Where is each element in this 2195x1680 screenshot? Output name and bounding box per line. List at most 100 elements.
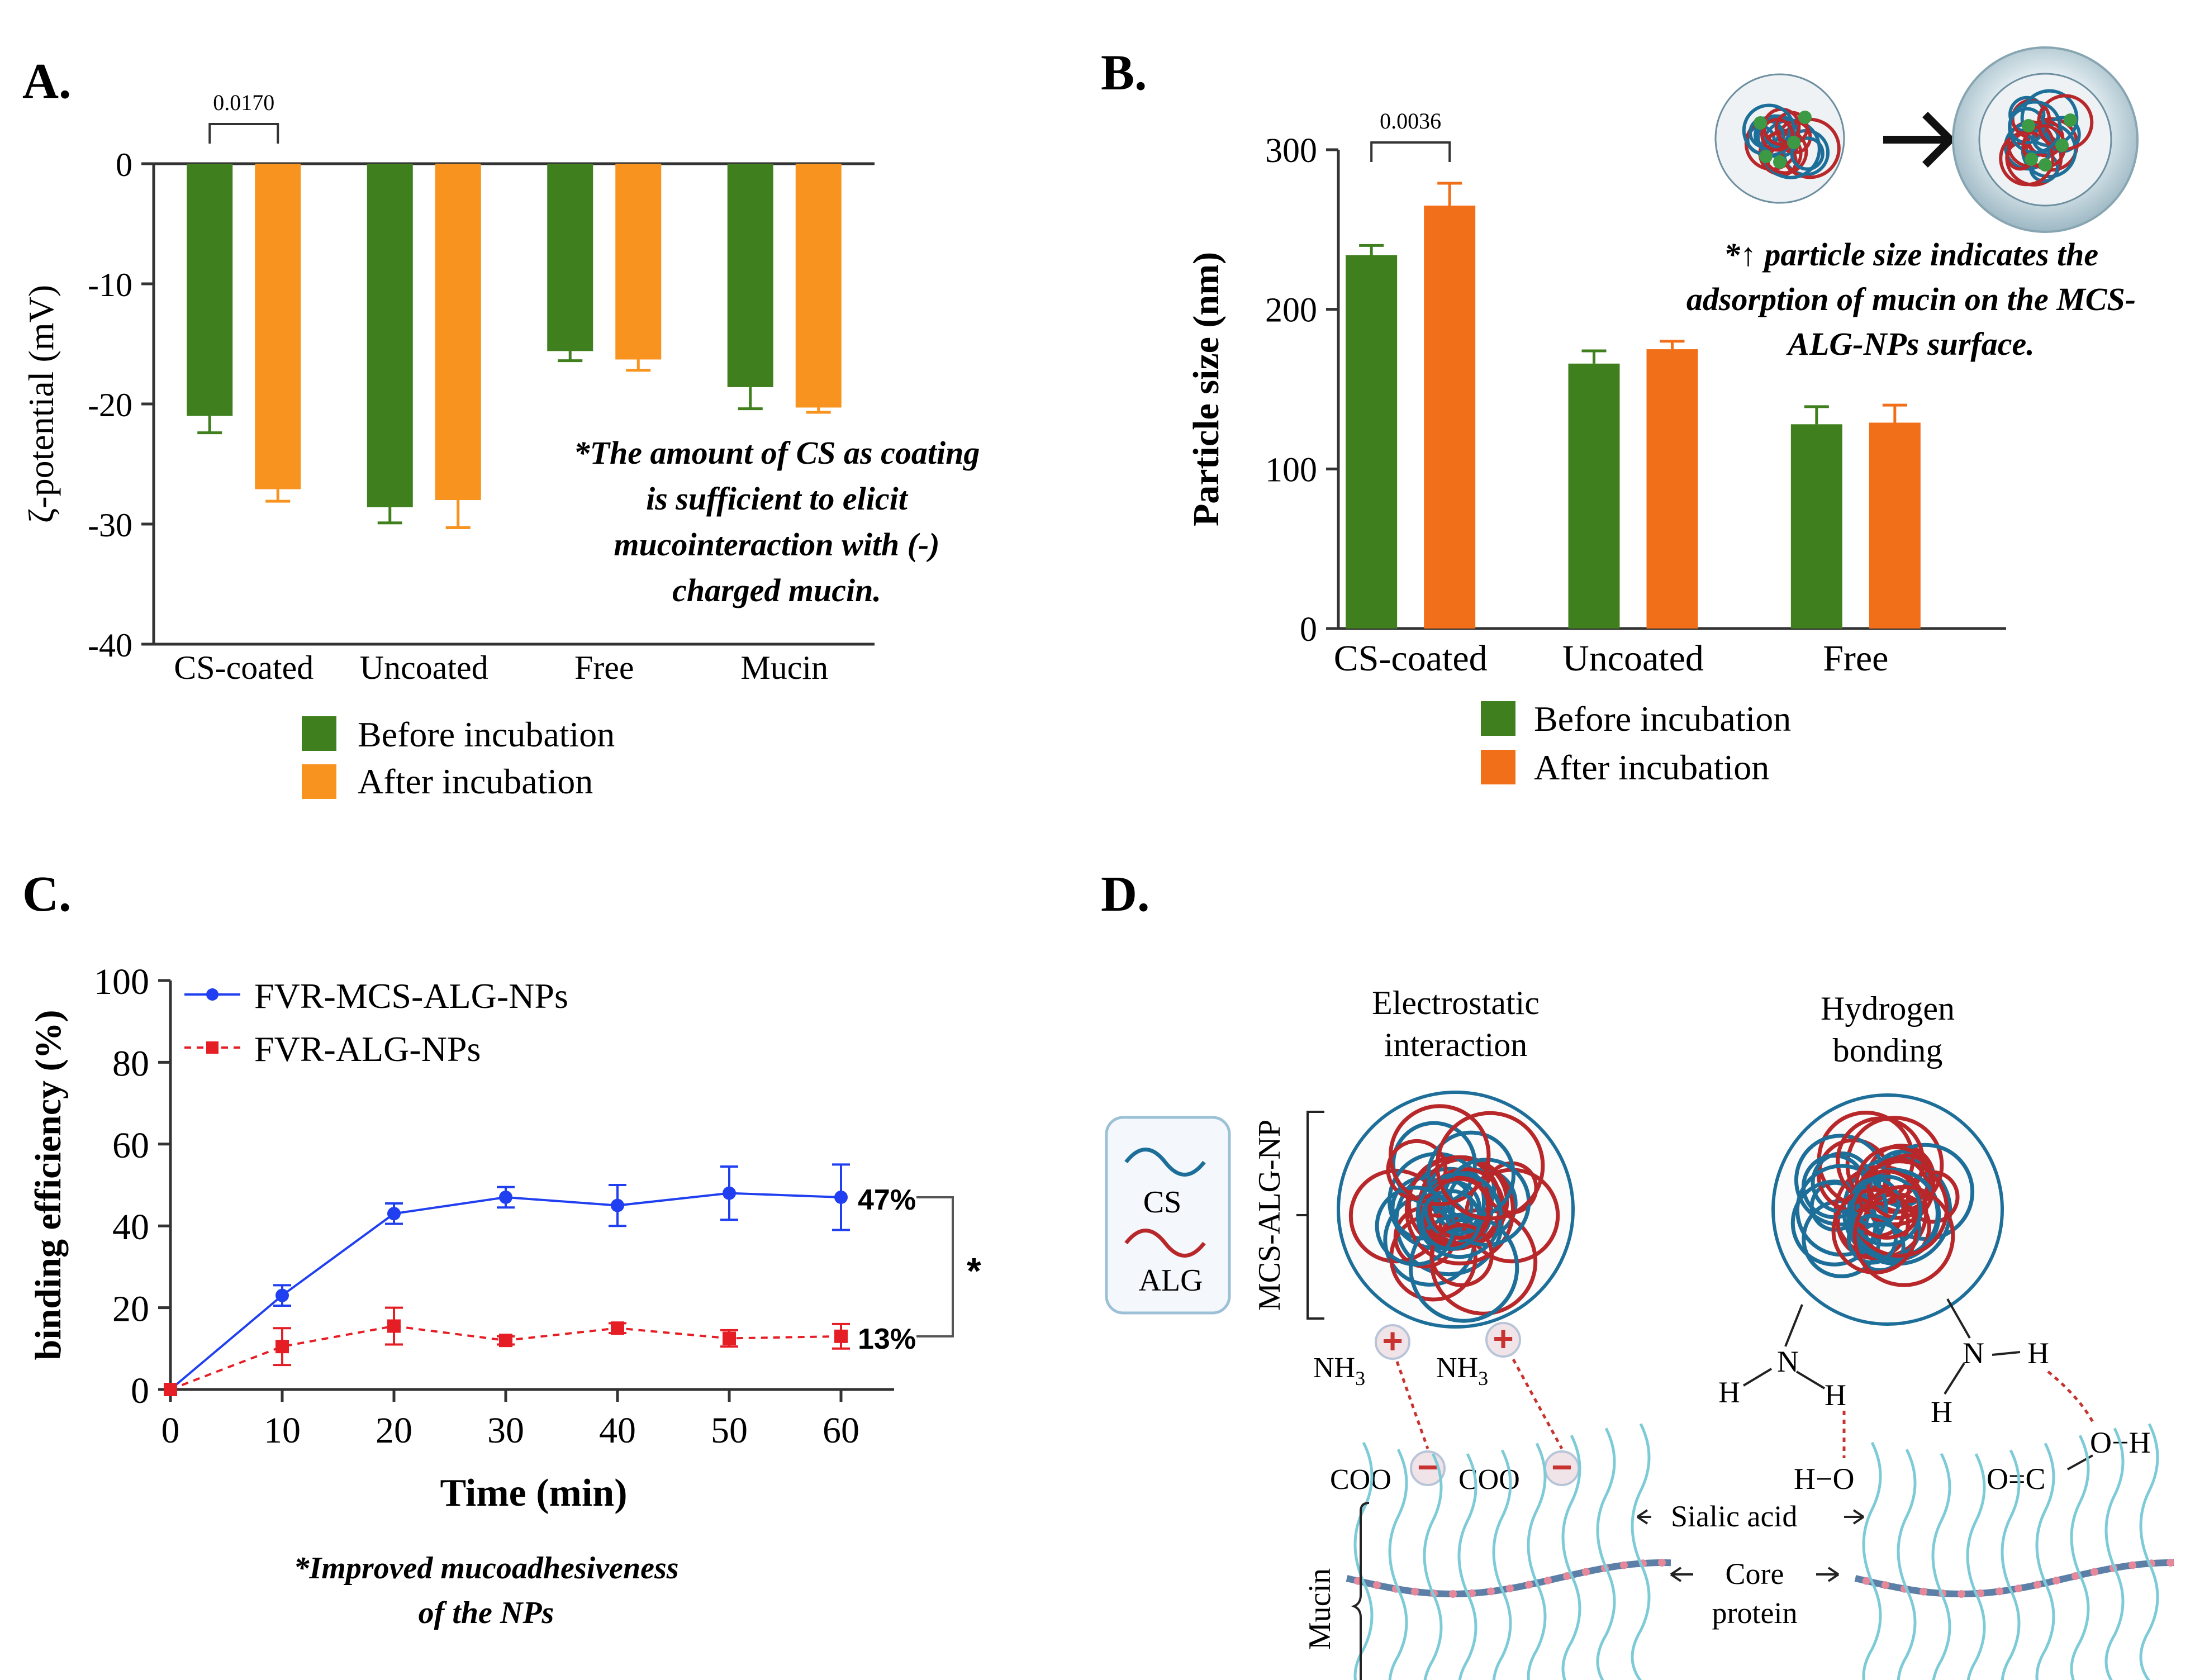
coo-label-1: COO	[1330, 1464, 1391, 1496]
sialic-acid-chain	[1932, 1592, 1951, 1680]
sialic-acid-chain	[1388, 1588, 1408, 1680]
panel-d-label: D.	[1101, 867, 1150, 922]
glycan-bead	[1582, 1568, 1590, 1576]
significance-bracket	[208, 123, 279, 144]
h-atom-2: H	[1825, 1378, 1846, 1412]
legend-a-after-swatch	[302, 764, 336, 799]
p-value-label: 0.0036	[1380, 108, 1441, 134]
bar	[435, 164, 481, 500]
x-axis-label: Time (min)	[440, 1472, 627, 1515]
drug-particle	[2064, 113, 2077, 127]
data-point	[164, 1383, 177, 1396]
polymer-strand	[1426, 1130, 1515, 1220]
y-tick-label: -10	[88, 266, 132, 303]
panel-c-label: C.	[22, 867, 72, 922]
data-point	[611, 1321, 624, 1335]
drug-particle	[1759, 150, 1773, 163]
drug-particle	[1773, 155, 1787, 169]
note-c-line-1: *Improved mucoadhesiveness	[293, 1551, 678, 1586]
bar	[1346, 255, 1398, 629]
glycan-bead	[1411, 1587, 1419, 1596]
polymer-strand	[1404, 1155, 1515, 1265]
bar	[727, 164, 773, 387]
polymer-strand	[1790, 136, 1825, 171]
sialic-acid-chain	[1862, 1581, 1882, 1680]
polymer-strand	[1428, 1177, 1491, 1240]
mucin-illustration	[1346, 1423, 2174, 1680]
mucin-label: Mucin	[1303, 1568, 1337, 1650]
y-tick-label: -40	[88, 627, 132, 664]
mucin-annotations: Sialic acid Core protein	[1636, 1500, 1865, 1630]
sialic-acid-chain	[1388, 1449, 1408, 1590]
bar	[1568, 363, 1620, 629]
polymer-strand	[1435, 1111, 1545, 1221]
glycan-bead	[1920, 1587, 1927, 1596]
glycan-bead	[1658, 1559, 1666, 1567]
sialic-acid-chain	[1966, 1453, 1986, 1595]
positive-charge-icon	[1375, 1324, 1410, 1360]
cs-strand-icon	[1124, 1148, 1206, 1177]
significance-star: *	[967, 1250, 981, 1291]
drug-particle	[1787, 136, 1800, 149]
glycan-bead	[2072, 1572, 2079, 1581]
legend-label: FVR-ALG-NPs	[254, 1029, 481, 1069]
sialic-acid-chain	[2070, 1435, 2090, 1576]
bar	[187, 164, 233, 416]
y-axis-label: Particle size (nm)	[1186, 252, 1227, 526]
glycan-bead	[1958, 1589, 1965, 1598]
data-point	[387, 1319, 401, 1333]
note-a-line-1: *The amount of CS as coating	[574, 435, 980, 471]
glycan-bead	[1506, 1584, 1514, 1593]
polymer-strand	[1415, 1172, 1503, 1259]
data-point	[723, 1186, 736, 1200]
note-c: *Improved mucoadhesiveness of the NPs	[293, 1551, 678, 1630]
glycan-bead	[1996, 1587, 2003, 1596]
h-atom-3: H	[2027, 1336, 2049, 1370]
sialic-acid-chain	[1423, 1453, 1443, 1594]
sialic-acid-chain	[1862, 1441, 1882, 1583]
note-a: *The amount of CS as coating is sufficie…	[574, 435, 980, 608]
nanoparticle-before-illustration	[1714, 73, 1845, 204]
drug-particle	[1754, 116, 1767, 130]
y-tick-label: 100	[94, 962, 149, 1002]
data-point	[834, 1329, 848, 1343]
x-tick-label: 10	[264, 1410, 301, 1451]
panel-b-label: B.	[1101, 45, 1147, 101]
h-atom-1: H	[1718, 1376, 1740, 1409]
particle-size-chart: 0 100 200 300 Particle size (nm) CS-coated 0.0…	[1186, 108, 2006, 679]
x-tick-label: Free	[574, 649, 634, 686]
glycan-bead	[1487, 1587, 1495, 1596]
polymer-strand	[1866, 1157, 1930, 1220]
binding-efficiency-chart: 0 20 40 60 80 100 0 10 20 30 40 50 60 Time (min) bindi…	[28, 962, 981, 1515]
zeta-potential-chart: 0 -10 -20 -30 -40 ζ-potential (mV) CS-coated 0.…	[21, 90, 875, 686]
sialic-acid-chain	[2104, 1567, 2125, 1680]
sialic-acid-label: Sialic acid	[1671, 1500, 1797, 1533]
significance-bracket	[916, 1196, 954, 1338]
y-tick-label: -20	[88, 387, 132, 423]
bar	[615, 164, 662, 360]
mucin-bracket	[1351, 1502, 1370, 1680]
polymer-strand	[1850, 1174, 1923, 1247]
electrostatic-bond	[1512, 1358, 1564, 1450]
legend-b-after-swatch	[1481, 750, 1515, 784]
bar	[795, 164, 842, 408]
y-tick-label: -30	[88, 507, 132, 544]
glycan-bead	[1620, 1561, 1628, 1569]
y-tick-label: 0	[1300, 611, 1317, 649]
x-tick-label: Mucin	[740, 649, 828, 686]
sialic-acid-chain	[1353, 1581, 1374, 1680]
sialic-acid-chain	[1457, 1453, 1477, 1595]
data-point	[611, 1198, 624, 1212]
y-tick-label: 0	[116, 146, 132, 183]
x-tick-label: 60	[823, 1410, 859, 1451]
glycan-bead	[1525, 1581, 1533, 1589]
minus-sign: −	[1551, 1447, 1572, 1487]
glycan-bead	[2129, 1561, 2136, 1569]
glycan-bead	[2034, 1581, 2041, 1589]
significance-bracket	[1370, 141, 1451, 162]
sialic-acid-chain	[1492, 1449, 1512, 1591]
nh3-label-1: NH3	[1313, 1352, 1365, 1389]
data-point	[387, 1207, 401, 1221]
glycan-bead	[2053, 1576, 2060, 1584]
note-c-line-2: of the NPs	[419, 1596, 554, 1630]
